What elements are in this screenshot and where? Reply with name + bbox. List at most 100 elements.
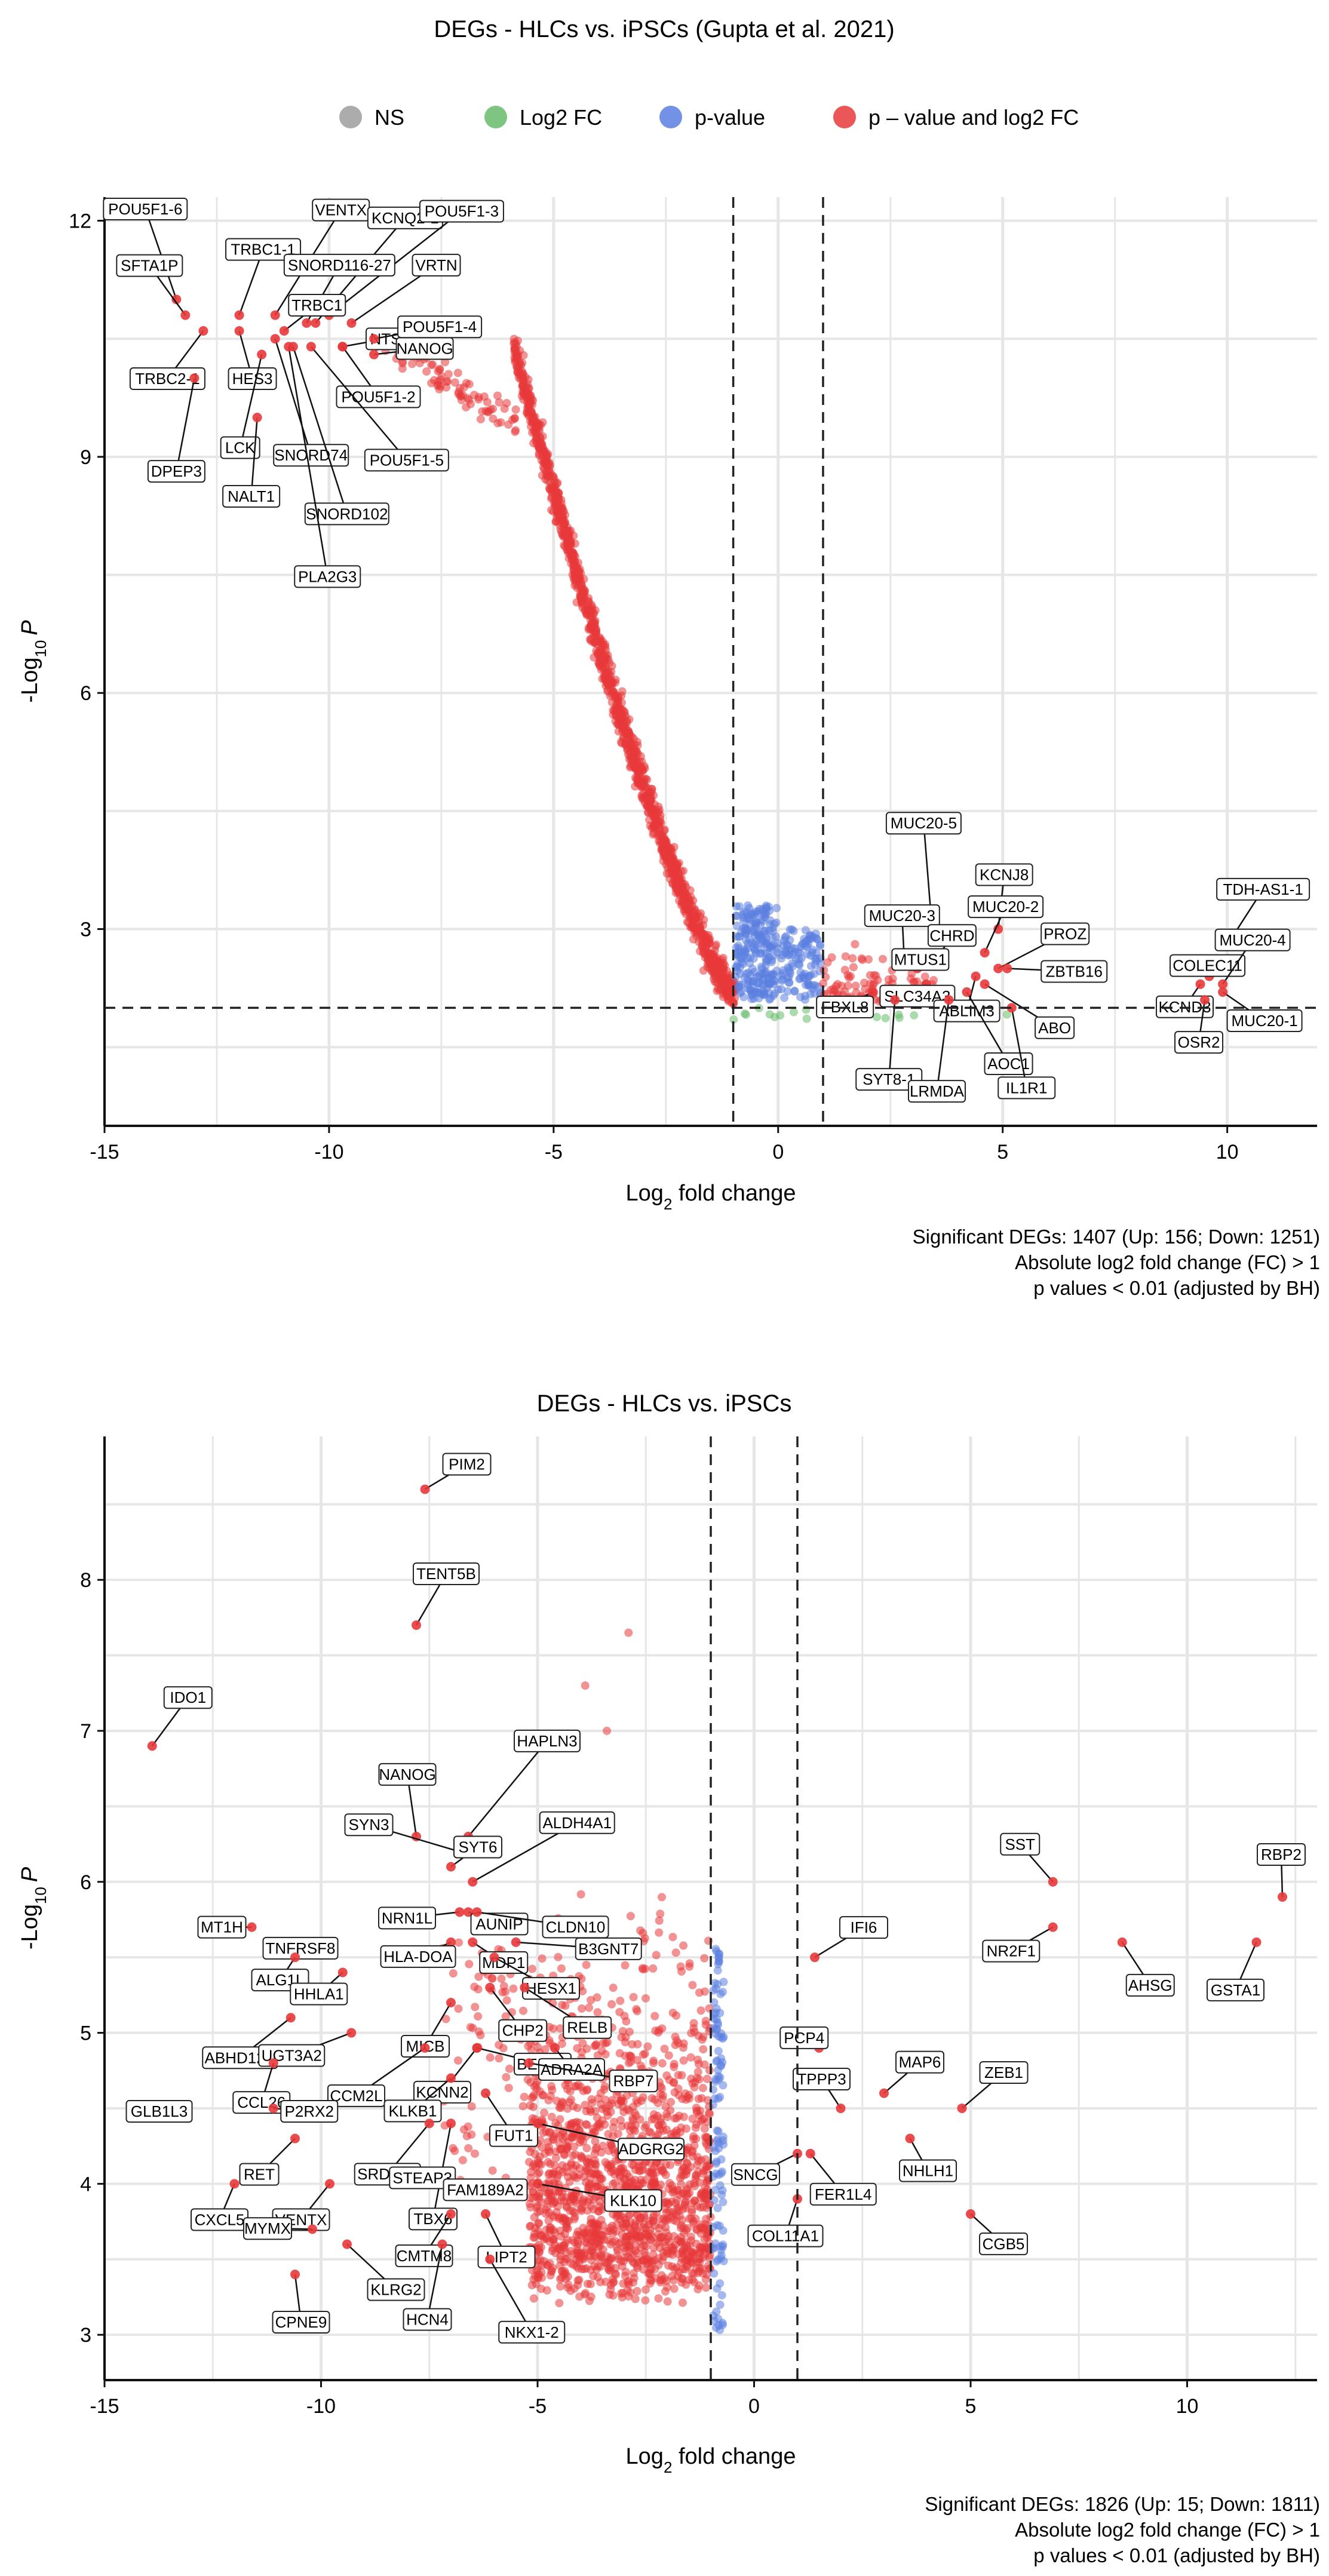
gene-label-box xyxy=(793,2067,851,2090)
labeled-point xyxy=(533,2179,542,2189)
gene-label-box xyxy=(378,1906,436,1930)
gene-label: RELB xyxy=(567,2019,607,2037)
data-point xyxy=(596,646,605,655)
data-point xyxy=(805,972,814,981)
labeled-point xyxy=(966,2209,975,2219)
x-tick-label: 5 xyxy=(965,2395,977,2418)
data-point xyxy=(570,539,579,548)
data-point xyxy=(618,721,627,730)
data-point xyxy=(579,2255,588,2264)
data-point xyxy=(647,2179,656,2188)
data-point xyxy=(612,690,621,699)
data-point xyxy=(458,2156,467,2164)
labeled-point xyxy=(147,1741,157,1751)
labeled-point xyxy=(867,987,877,997)
data-point xyxy=(746,971,755,980)
data-point xyxy=(664,2261,673,2270)
data-point xyxy=(593,2008,602,2017)
data-point xyxy=(616,2167,625,2176)
labeled-point xyxy=(369,334,379,344)
data-point xyxy=(656,2082,665,2091)
x-axis-title: Log2 fold change xyxy=(626,2444,796,2476)
data-point xyxy=(711,2159,720,2168)
data-point xyxy=(561,2269,570,2278)
data-point xyxy=(596,2175,605,2184)
gene-label: LRMDA xyxy=(910,1082,965,1100)
data-point xyxy=(750,939,759,948)
labeled-point xyxy=(1117,1937,1127,1947)
data-point xyxy=(628,2160,637,2169)
data-point xyxy=(674,2091,683,2100)
data-point xyxy=(538,440,547,449)
gene-label: KLK10 xyxy=(610,2191,656,2209)
labeled-point xyxy=(957,2103,967,2113)
data-point xyxy=(444,370,453,379)
data-point xyxy=(679,1941,688,1950)
data-point xyxy=(559,521,568,530)
chart-2-title: DEGs - HLCs vs. iPSCs xyxy=(537,1390,792,1417)
data-point xyxy=(581,2101,590,2110)
data-point xyxy=(616,711,625,720)
data-point xyxy=(660,2044,669,2053)
data-point xyxy=(624,2277,633,2286)
data-point xyxy=(649,2243,658,2252)
data-point xyxy=(651,2274,660,2283)
data-point xyxy=(553,506,562,515)
label-connector xyxy=(310,346,407,461)
data-point xyxy=(563,533,572,542)
data-point xyxy=(529,2275,538,2284)
gene-label: NR2F1 xyxy=(987,1942,1036,1960)
data-point xyxy=(483,398,492,407)
data-point xyxy=(578,2039,587,2048)
gene-label: ABO xyxy=(1038,1019,1071,1037)
data-point xyxy=(665,2237,674,2246)
data-point xyxy=(674,885,683,894)
data-point xyxy=(566,2095,575,2104)
data-point xyxy=(750,910,759,919)
data-point xyxy=(771,932,780,941)
data-point xyxy=(744,939,753,948)
data-point xyxy=(527,407,536,416)
y-axis-title-part: P xyxy=(17,1866,42,1882)
gene-label-box xyxy=(163,1686,213,1709)
labeled-point xyxy=(306,342,316,352)
data-point xyxy=(864,955,873,964)
data-point xyxy=(643,2042,652,2051)
data-point xyxy=(442,383,451,392)
data-point xyxy=(811,929,820,938)
data-point xyxy=(716,2254,725,2263)
data-point xyxy=(640,2210,649,2219)
data-point xyxy=(453,369,462,377)
data-point xyxy=(624,1628,633,1637)
data-point xyxy=(584,624,593,633)
data-point xyxy=(594,2094,603,2103)
gene-label: IL1R1 xyxy=(1006,1079,1047,1097)
data-point xyxy=(545,2169,554,2178)
data-point xyxy=(598,637,607,646)
gene-label-box xyxy=(1174,1031,1224,1054)
data-point xyxy=(689,922,698,931)
data-point xyxy=(646,2279,655,2288)
data-point xyxy=(695,2258,704,2267)
gene-label: SST xyxy=(1005,1835,1035,1853)
gene-label: CGB5 xyxy=(983,2235,1025,2253)
gene-label-box xyxy=(731,2163,780,2186)
labeled-point xyxy=(1048,1922,1058,1932)
gene-label: TENT5B xyxy=(416,1565,476,1583)
labeled-point xyxy=(489,1952,499,1963)
data-point xyxy=(529,2102,538,2111)
gene-label-box xyxy=(604,2189,662,2212)
data-point xyxy=(696,2203,705,2212)
data-point xyxy=(660,825,669,834)
data-point xyxy=(545,2022,554,2031)
gene-label-box xyxy=(1257,1843,1306,1866)
data-point xyxy=(453,2056,462,2065)
data-point xyxy=(556,2282,565,2291)
y-axis-title-part: -Log xyxy=(17,1904,42,1949)
data-point xyxy=(478,407,487,416)
labeled-point xyxy=(1218,979,1228,989)
data-point xyxy=(848,954,857,963)
data-point xyxy=(710,977,719,986)
gene-label: TNFRSF8 xyxy=(266,1939,336,1957)
